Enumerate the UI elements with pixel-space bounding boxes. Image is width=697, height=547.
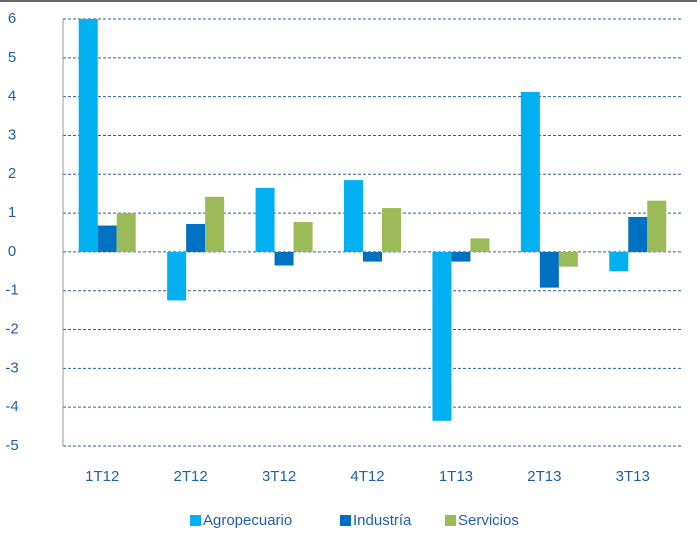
y-tick-label: 4 bbox=[8, 88, 16, 105]
y-tick-label: -5 bbox=[5, 437, 18, 454]
bar bbox=[344, 180, 363, 252]
y-tick-label: -2 bbox=[5, 321, 18, 338]
bar bbox=[647, 200, 667, 252]
legend-label: Industría bbox=[353, 512, 412, 529]
legend-swatch bbox=[445, 515, 456, 526]
y-tick-label: 1 bbox=[8, 204, 16, 221]
bar bbox=[205, 196, 225, 252]
bar bbox=[558, 251, 578, 267]
legend-swatch bbox=[340, 515, 351, 526]
bar bbox=[274, 251, 294, 266]
bar bbox=[628, 216, 648, 252]
bar bbox=[451, 251, 471, 262]
y-tick-label: 6 bbox=[8, 10, 16, 27]
bar bbox=[363, 251, 382, 262]
bar bbox=[470, 238, 490, 252]
y-tick-label: -1 bbox=[5, 282, 18, 299]
x-tick-label: 2T12 bbox=[174, 468, 208, 485]
bar bbox=[293, 222, 313, 252]
x-tick-label: 3T12 bbox=[262, 468, 296, 485]
bar bbox=[609, 251, 629, 272]
x-tick-label: 4T12 bbox=[350, 468, 384, 485]
bar bbox=[78, 19, 98, 252]
y-tick-label: 3 bbox=[8, 126, 16, 143]
x-tick-label: 1T12 bbox=[85, 468, 119, 485]
bar bbox=[432, 251, 452, 421]
x-tick-label: 3T13 bbox=[616, 468, 650, 485]
bar bbox=[97, 225, 117, 252]
legend-label: Servicios bbox=[458, 512, 519, 529]
bar bbox=[116, 213, 136, 252]
bar bbox=[186, 223, 206, 252]
bar bbox=[539, 251, 559, 288]
y-tick-label: 2 bbox=[8, 165, 16, 182]
x-tick-label: 2T13 bbox=[527, 468, 561, 485]
y-tick-label: -4 bbox=[5, 398, 18, 415]
y-tick-label: 5 bbox=[8, 49, 16, 66]
y-tick-label: 0 bbox=[8, 243, 16, 260]
y-tick-label: -3 bbox=[5, 359, 18, 376]
bar bbox=[255, 187, 275, 252]
x-tick-label: 1T13 bbox=[439, 468, 473, 485]
legend-swatch bbox=[190, 515, 201, 526]
legend-label: Agropecuario bbox=[203, 512, 292, 529]
bar bbox=[167, 251, 187, 301]
bar bbox=[520, 91, 540, 252]
bar bbox=[382, 208, 401, 252]
